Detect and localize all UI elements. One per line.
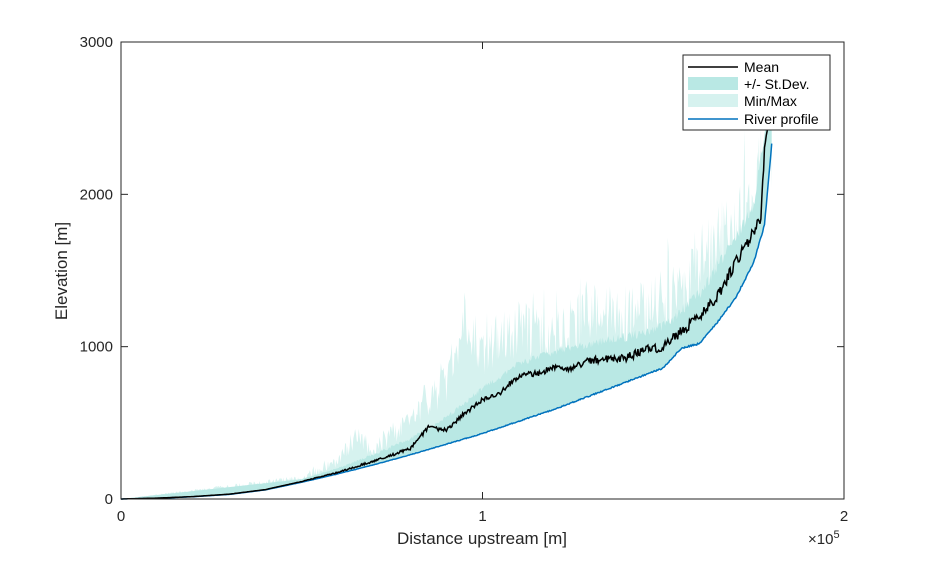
stdev-band <box>121 94 772 499</box>
legend-mean-label: Mean <box>744 59 779 75</box>
legend-river-label: River profile <box>744 111 819 127</box>
x-multiplier: ×105 <box>808 529 840 548</box>
y-tick-label: 0 <box>105 491 113 508</box>
y-tick-label: 2000 <box>80 186 113 203</box>
y-tick-label: 1000 <box>80 339 113 356</box>
axis-ticks: 0 1 2 0 1000 2000 3000 <box>80 34 849 525</box>
legend-minmax-label: Min/Max <box>744 93 797 109</box>
x-tick-label: 2 <box>840 508 848 525</box>
plot-area <box>121 94 773 500</box>
legend-minmax-swatch <box>688 94 738 107</box>
legend-stdev-label: +/- St.Dev. <box>744 76 809 92</box>
legend: Mean +/- St.Dev. Min/Max River profile <box>682 54 831 131</box>
x-tick-label: 0 <box>117 508 125 525</box>
y-axis-label: Elevation [m] <box>52 222 71 320</box>
y-tick-label: 3000 <box>80 34 113 51</box>
legend-stdev-swatch <box>688 77 738 90</box>
mean-line <box>121 110 773 500</box>
x-axis-label: Distance upstream [m] <box>397 529 567 548</box>
x-tick-label: 1 <box>478 508 486 525</box>
